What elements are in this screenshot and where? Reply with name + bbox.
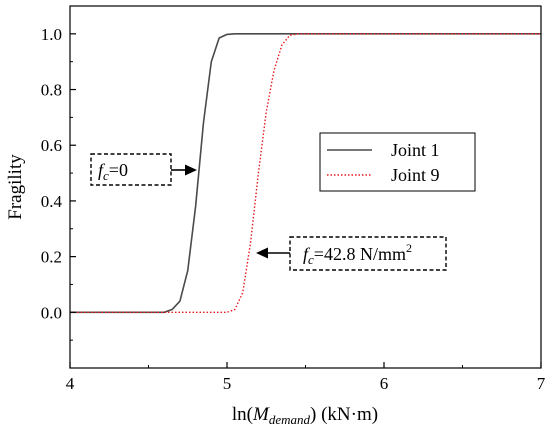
y-tick-label: 1.0 [41, 25, 62, 44]
annotation-box [289, 236, 447, 271]
legend: Joint 1 Joint 9 [319, 132, 476, 192]
y-tick-label: 0.2 [41, 248, 62, 267]
x-tick-label: 4 [66, 374, 75, 393]
x-tick-label: 6 [380, 374, 389, 393]
legend-label-joint-1: Joint 1 [391, 140, 440, 160]
legend-label-joint-9: Joint 9 [391, 165, 440, 185]
y-tick-label: 0.4 [41, 192, 63, 211]
annotation-label: fc=0 [98, 160, 128, 183]
annotation-label: fc=42.8 N/mm2 [303, 241, 412, 267]
y-axis-title: Fragility [5, 154, 26, 220]
x-axis-title: ln(Mdemand) (kN·m) [232, 404, 378, 427]
y-tick-label: 0.8 [41, 81, 62, 100]
axis-ticks: 4 5 6 7 0.0 0.2 0.4 0.6 0.8 1.0 [41, 5, 546, 393]
annotation-arrow-head [185, 164, 197, 176]
annotation-arrow-head [256, 247, 268, 259]
x-tick-label: 5 [223, 374, 232, 393]
series-line-joint-1 [70, 33, 541, 314]
legend-box [319, 132, 476, 192]
annotation-fc-0: fc=0 [90, 153, 197, 186]
annotation-box [90, 153, 172, 186]
x-tick-label: 7 [537, 374, 546, 393]
y-tick-label: 0.6 [41, 136, 62, 155]
annotation-fc-42-8: fc=42.8 N/mm2 [256, 236, 447, 271]
y-tick-label: 0.0 [41, 303, 62, 322]
plot-content [70, 33, 541, 314]
series-line-joint-9 [70, 33, 541, 314]
